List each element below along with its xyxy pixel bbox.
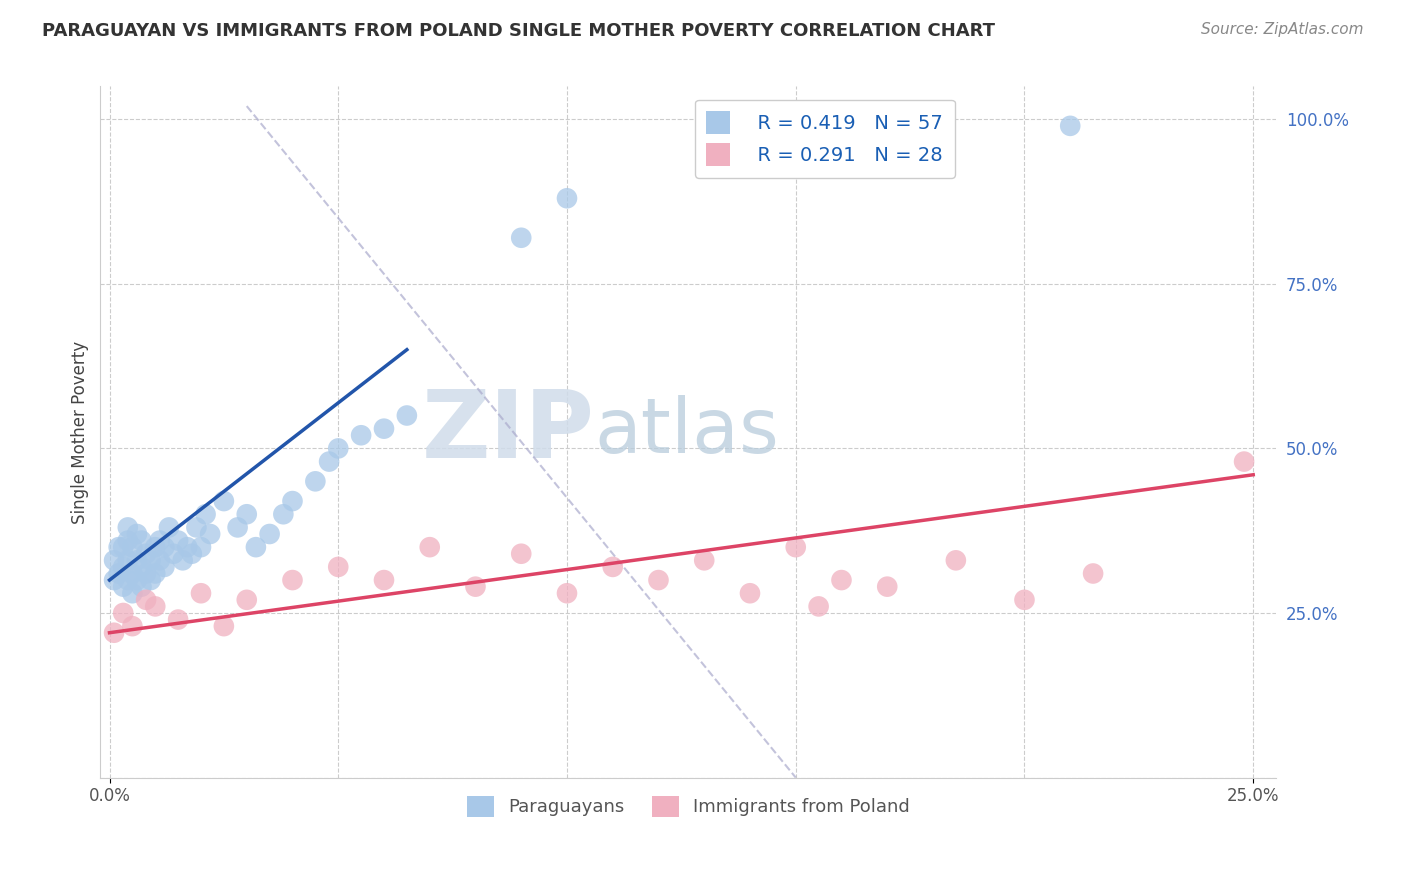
Point xyxy=(1059,119,1081,133)
Point xyxy=(555,586,578,600)
Text: Source: ZipAtlas.com: Source: ZipAtlas.com xyxy=(1201,22,1364,37)
Point xyxy=(876,580,898,594)
Point xyxy=(212,494,235,508)
Point xyxy=(1081,566,1104,581)
Point xyxy=(117,553,139,567)
Point xyxy=(117,573,139,587)
Point xyxy=(125,573,148,587)
Point xyxy=(143,566,166,581)
Point xyxy=(194,508,217,522)
Point xyxy=(103,573,125,587)
Point xyxy=(121,566,143,581)
Point xyxy=(1233,454,1256,468)
Point xyxy=(190,540,212,554)
Point xyxy=(143,599,166,614)
Point xyxy=(112,606,135,620)
Point xyxy=(304,475,326,489)
Point xyxy=(186,520,208,534)
Legend: Paraguayans, Immigrants from Poland: Paraguayans, Immigrants from Poland xyxy=(460,789,917,824)
Point xyxy=(131,560,153,574)
Point xyxy=(373,422,395,436)
Point xyxy=(226,520,249,534)
Point xyxy=(555,191,578,205)
Point xyxy=(112,560,135,574)
Point xyxy=(464,580,486,594)
Point xyxy=(318,454,340,468)
Point xyxy=(259,527,281,541)
Point xyxy=(135,592,157,607)
Point xyxy=(125,527,148,541)
Point xyxy=(139,573,162,587)
Point xyxy=(121,586,143,600)
Point xyxy=(510,231,533,245)
Point xyxy=(738,586,761,600)
Point xyxy=(112,580,135,594)
Point xyxy=(103,625,125,640)
Point xyxy=(647,573,669,587)
Point xyxy=(143,540,166,554)
Point xyxy=(157,520,180,534)
Point xyxy=(176,540,198,554)
Point xyxy=(212,619,235,633)
Point xyxy=(281,573,304,587)
Point xyxy=(693,553,716,567)
Point xyxy=(153,540,176,554)
Point xyxy=(135,547,157,561)
Point xyxy=(131,580,153,594)
Point xyxy=(162,547,184,561)
Text: atlas: atlas xyxy=(595,395,779,469)
Point xyxy=(807,599,830,614)
Point xyxy=(167,533,190,548)
Point xyxy=(107,540,129,554)
Point xyxy=(117,533,139,548)
Point xyxy=(245,540,267,554)
Point xyxy=(190,586,212,600)
Point xyxy=(738,132,761,146)
Y-axis label: Single Mother Poverty: Single Mother Poverty xyxy=(72,341,89,524)
Point xyxy=(153,560,176,574)
Point xyxy=(328,442,350,456)
Point xyxy=(149,553,172,567)
Point xyxy=(139,553,162,567)
Point xyxy=(117,520,139,534)
Point xyxy=(107,566,129,581)
Point xyxy=(167,613,190,627)
Point xyxy=(785,540,807,554)
Point xyxy=(235,592,257,607)
Point xyxy=(235,508,257,522)
Point xyxy=(510,547,533,561)
Point xyxy=(1014,592,1036,607)
Point xyxy=(112,540,135,554)
Text: ZIP: ZIP xyxy=(422,386,595,478)
Point xyxy=(945,553,967,567)
Point xyxy=(103,553,125,567)
Point xyxy=(121,619,143,633)
Point xyxy=(131,533,153,548)
Point xyxy=(172,553,194,567)
Text: PARAGUAYAN VS IMMIGRANTS FROM POLAND SINGLE MOTHER POVERTY CORRELATION CHART: PARAGUAYAN VS IMMIGRANTS FROM POLAND SIN… xyxy=(42,22,995,40)
Point xyxy=(350,428,373,442)
Point xyxy=(121,540,143,554)
Point xyxy=(419,540,441,554)
Point xyxy=(273,508,295,522)
Point xyxy=(125,553,148,567)
Point xyxy=(198,527,221,541)
Point xyxy=(180,547,202,561)
Point xyxy=(373,573,395,587)
Point xyxy=(395,409,418,423)
Point xyxy=(328,560,350,574)
Point xyxy=(135,566,157,581)
Point xyxy=(830,573,852,587)
Point xyxy=(281,494,304,508)
Point xyxy=(149,533,172,548)
Point xyxy=(602,560,624,574)
